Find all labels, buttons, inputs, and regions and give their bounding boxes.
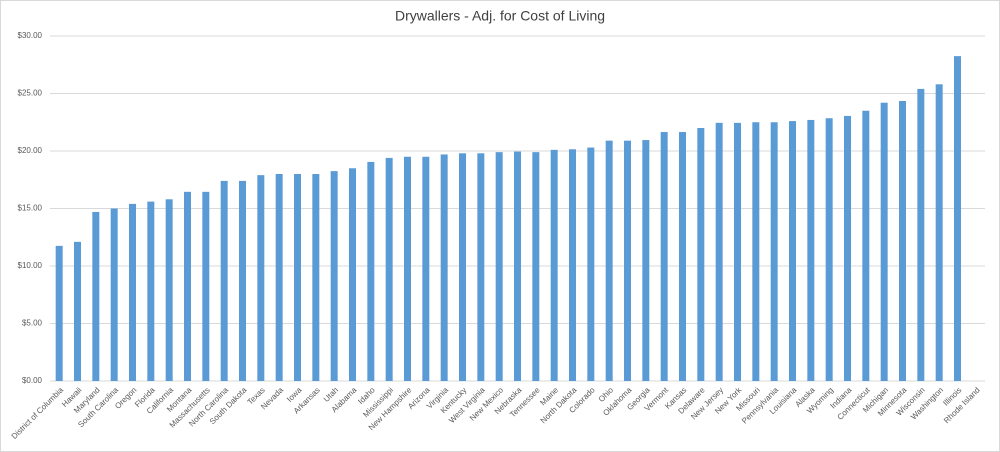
bar [935,84,943,382]
bar [422,156,430,381]
bar [165,199,173,381]
bar [257,175,265,381]
bar [605,140,613,381]
bar [349,168,356,381]
bar [202,191,210,381]
bar [807,119,815,381]
bar [954,56,961,381]
bar [899,100,906,381]
y-tick-label: $20.00 [18,146,43,155]
bar [844,115,851,382]
bar [74,241,81,381]
y-tick-label: $5.00 [22,319,43,328]
bar [825,118,833,381]
bar [770,122,778,381]
bar [129,203,136,381]
bar [715,122,723,381]
bar [862,110,870,381]
bar [624,140,631,381]
bar [697,128,705,381]
bar [367,161,375,381]
bar [110,208,118,381]
bar [917,88,925,382]
y-tick-label: $30.00 [18,31,43,40]
bar [459,153,466,381]
bar [220,180,228,381]
bar [385,157,393,381]
bar [752,122,760,381]
bar [477,153,485,381]
bar [569,149,576,381]
bar [239,180,246,381]
bar [92,211,100,381]
bar [587,147,595,381]
bar [514,151,521,381]
y-tick-label: $0.00 [22,376,43,385]
bar [734,122,741,381]
bar [147,201,155,381]
y-tick-label: $15.00 [18,204,43,213]
bar [55,245,63,381]
bar [789,121,796,381]
bar [294,174,301,381]
bar [679,132,686,381]
bar [880,102,888,381]
y-tick-label: $10.00 [18,261,43,270]
bar [404,156,411,381]
bar [642,140,650,381]
bar [312,174,320,381]
bar [532,152,540,381]
bar [550,149,558,381]
bar [660,132,668,381]
bar [495,152,503,381]
chart-title: Drywallers - Adj. for Cost of Living [395,8,605,24]
bar [330,171,338,381]
y-tick-label: $25.00 [18,89,43,98]
bar [275,174,283,381]
bar [184,191,191,381]
bar [440,154,448,381]
